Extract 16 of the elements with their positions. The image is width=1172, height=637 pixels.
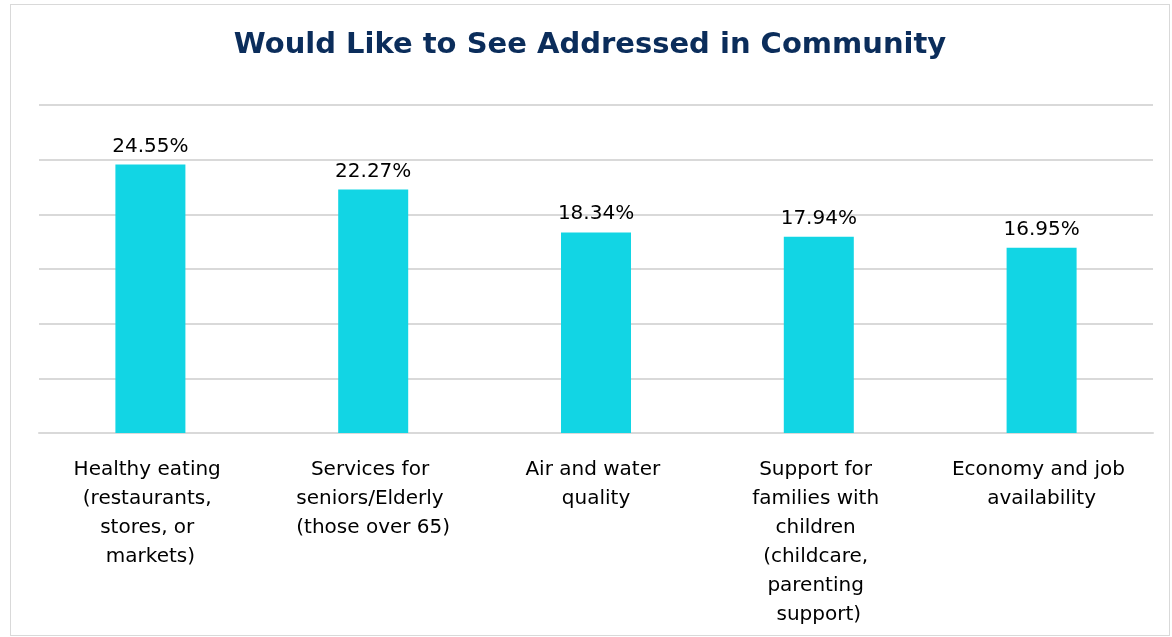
bar [561, 232, 631, 433]
bar [338, 189, 409, 433]
bar [1006, 247, 1077, 433]
x-tick-label: Services for seniors/Elderly (those over 65) [296, 455, 451, 538]
x-tick-label: Economy and job availability [951, 455, 1132, 509]
data-label: 18.34% [557, 200, 635, 225]
chart-title: Would Like to See Addressed in Community [233, 25, 947, 60]
data-label: 17.94% [780, 204, 857, 229]
bar [115, 164, 186, 433]
x-tick-label: Support for families with children (childcare, parenting support) [752, 455, 886, 625]
data-label: 22.27% [335, 157, 412, 182]
data-label: 24.55% [112, 132, 189, 157]
bar [783, 236, 854, 433]
data-label: 16.95% [1003, 215, 1080, 240]
x-tick-label: Healthy eating (restaurants, stores, or markets) [73, 455, 228, 567]
x-tick-label: Air and water quality [525, 455, 667, 509]
